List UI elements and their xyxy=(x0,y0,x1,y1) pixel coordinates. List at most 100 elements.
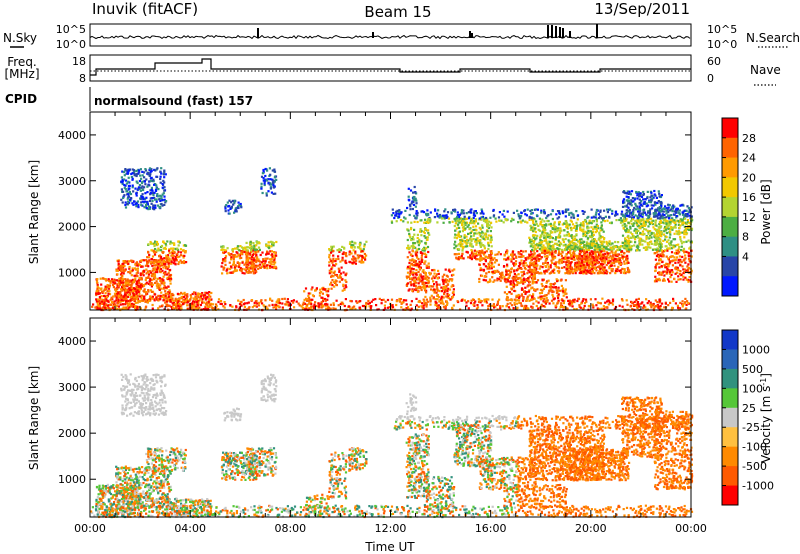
echo-cell xyxy=(576,261,579,264)
echo-cell xyxy=(137,203,140,206)
echo-cell xyxy=(252,259,255,262)
echo-cell xyxy=(133,274,136,277)
echo-cell xyxy=(153,261,156,264)
echo-cell xyxy=(124,291,127,295)
echo-cell xyxy=(529,238,532,241)
echo-cell xyxy=(534,257,537,260)
echo-cell xyxy=(345,272,348,275)
echo-cell xyxy=(149,193,152,196)
echo-cell xyxy=(582,225,585,228)
echo-cell xyxy=(645,202,648,205)
echo-cell xyxy=(690,255,693,258)
echo-cell xyxy=(490,226,493,229)
echo-cell xyxy=(631,197,634,200)
echo-cell xyxy=(151,297,154,300)
echo-cell xyxy=(171,256,174,260)
echo-cell xyxy=(533,228,536,231)
echo-cell xyxy=(160,291,163,294)
echo-cell xyxy=(567,260,570,263)
echo-cell xyxy=(232,255,235,258)
echo-cell xyxy=(532,269,535,272)
echo-cell xyxy=(551,237,554,240)
echo-cell xyxy=(483,279,486,282)
echo-cell xyxy=(137,172,140,175)
echo-cell xyxy=(556,266,559,269)
echo-cell xyxy=(555,289,558,292)
echo-cell xyxy=(169,242,172,245)
echo-cell xyxy=(247,267,250,270)
echo-cell xyxy=(458,221,461,224)
echo-cell xyxy=(145,207,148,210)
echo-cell xyxy=(557,294,560,297)
echo-cell xyxy=(637,224,640,227)
echo-cell xyxy=(161,186,164,189)
echo-cell xyxy=(328,261,331,264)
echo-cell xyxy=(115,308,118,311)
echo-cell xyxy=(567,256,570,259)
echo-cell xyxy=(516,283,519,286)
echo-cell xyxy=(510,292,513,295)
echo-cell xyxy=(116,283,119,286)
echo-cell xyxy=(626,248,629,251)
echo-cell xyxy=(171,242,174,245)
echo-cell xyxy=(230,271,233,274)
echo-cell xyxy=(512,279,515,282)
echo-cell xyxy=(121,289,124,292)
echo-cell xyxy=(637,236,640,239)
echo-cell xyxy=(654,264,658,267)
echo-cell xyxy=(270,250,273,253)
echo-cell xyxy=(432,297,435,300)
echo-cell xyxy=(116,279,119,282)
echo-cell xyxy=(528,294,531,297)
echo-cell xyxy=(115,293,118,296)
echo-cell xyxy=(636,207,640,210)
echo-cell xyxy=(171,254,174,257)
echo-cell xyxy=(163,246,167,250)
echo-cell xyxy=(636,217,639,220)
echo-cell xyxy=(461,243,464,246)
nave-tick-bottom: 0 xyxy=(707,72,714,85)
echo-cell xyxy=(122,272,125,275)
echo-cell xyxy=(592,257,595,260)
echo-cell xyxy=(123,174,126,177)
echo-cell xyxy=(534,234,537,237)
echo-cell xyxy=(565,271,568,274)
echo-cell xyxy=(564,223,568,226)
echo-cell xyxy=(652,204,655,207)
echo-cell xyxy=(420,254,423,257)
echo-cell xyxy=(343,247,346,250)
echo-cell xyxy=(162,240,165,243)
echo-cell xyxy=(584,233,587,237)
echo-cell xyxy=(156,271,159,274)
echo-cell xyxy=(423,246,426,249)
echo-cell xyxy=(598,272,601,275)
echo-cell xyxy=(612,247,615,250)
echo-cell xyxy=(115,296,118,299)
echo-cell xyxy=(159,264,162,267)
echo-cell xyxy=(153,253,157,256)
echo-cell xyxy=(457,231,460,234)
echo-cell xyxy=(567,247,570,251)
echo-cell xyxy=(160,263,164,266)
echo-cell xyxy=(532,240,535,243)
echo-cell xyxy=(119,277,122,280)
echo-cell xyxy=(532,253,535,256)
echo-cell xyxy=(675,230,678,233)
echo-cell xyxy=(651,197,654,200)
echo-cell xyxy=(415,281,418,284)
echo-cell xyxy=(176,248,180,252)
echo-cell xyxy=(427,262,430,265)
echo-cell xyxy=(522,278,525,281)
echo-cell xyxy=(153,243,156,246)
echo-cell xyxy=(108,285,111,289)
echo-cell xyxy=(179,297,182,300)
echo-cell xyxy=(273,251,276,254)
echo-cell xyxy=(151,197,154,200)
echo-cell xyxy=(487,270,490,274)
echo-cell xyxy=(621,224,624,227)
echo-cell xyxy=(170,305,173,308)
echo-cell xyxy=(505,285,508,288)
echo-cell xyxy=(565,260,568,263)
echo-cell xyxy=(567,232,570,235)
echo-cell xyxy=(168,248,171,251)
